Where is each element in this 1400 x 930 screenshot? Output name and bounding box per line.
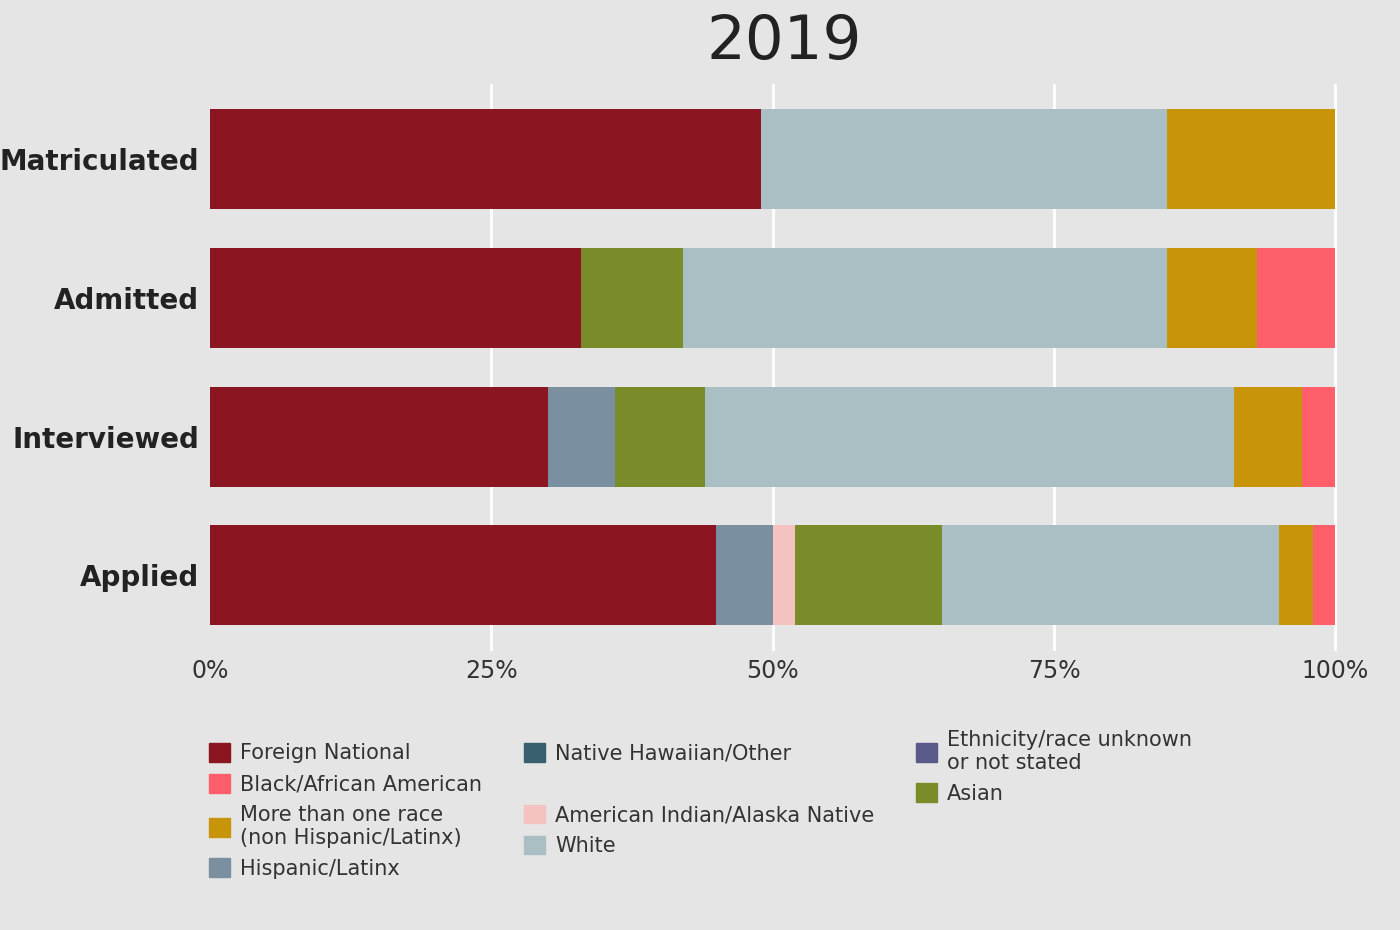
Bar [1302, 387, 1336, 486]
Bar [773, 525, 795, 625]
Bar [210, 387, 547, 486]
Bar [762, 110, 1166, 209]
Bar [615, 387, 706, 486]
Bar [717, 525, 773, 625]
Bar [581, 248, 683, 348]
Bar [683, 248, 1166, 348]
Bar [1166, 248, 1257, 348]
Bar [547, 387, 615, 486]
Bar [795, 525, 942, 625]
Title: 2019: 2019 [707, 13, 861, 72]
Bar [942, 525, 1280, 625]
Bar [1166, 110, 1336, 209]
Bar [210, 525, 717, 625]
Bar [210, 248, 581, 348]
Bar [1280, 525, 1313, 625]
Bar [706, 387, 1235, 486]
Bar [1235, 387, 1302, 486]
Bar [210, 110, 762, 209]
Legend: Foreign National, Black/African American, More than one race
(non Hispanic/Latin: Foreign National, Black/African American… [209, 730, 1193, 879]
Bar [1257, 248, 1336, 348]
Bar [1313, 525, 1336, 625]
